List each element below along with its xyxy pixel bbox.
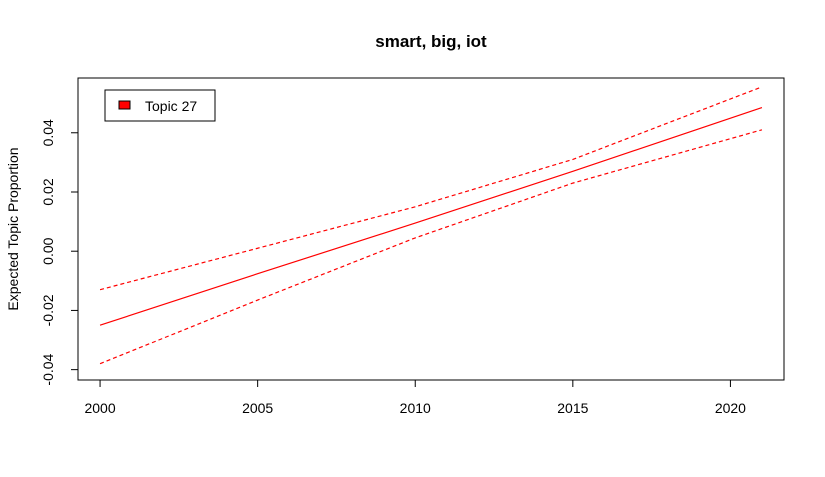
y-axis: -0.04 -0.02 0.00 0.02 0.04 [40,119,79,386]
legend-label-topic-27: Topic 27 [145,98,197,114]
x-axis: 2000 2005 2010 2015 2020 [84,379,746,416]
y-tick-label: 0.02 [40,178,56,205]
chart-title: smart, big, iot [375,32,487,51]
legend-swatch-topic-27 [118,100,131,110]
y-tick-label: 0.04 [40,119,56,146]
y-tick-label: -0.04 [40,353,56,385]
series-layer [99,86,763,365]
y-axis-label: Expected Topic Proportion [5,147,21,310]
x-tick-label: 2010 [400,400,431,416]
x-tick-label: 2020 [715,400,746,416]
x-tick-label: 2000 [84,400,115,416]
series-line-estimate [99,107,763,326]
y-tick-label: 0.00 [40,237,56,264]
y-tick-label: -0.02 [40,294,56,326]
series-line-lower [99,129,763,365]
plot-area-frame [77,77,785,381]
x-tick-label: 2005 [242,400,273,416]
x-tick-label: 2015 [557,400,588,416]
series-line-upper [99,86,763,291]
legend: Topic 27 [104,89,216,122]
